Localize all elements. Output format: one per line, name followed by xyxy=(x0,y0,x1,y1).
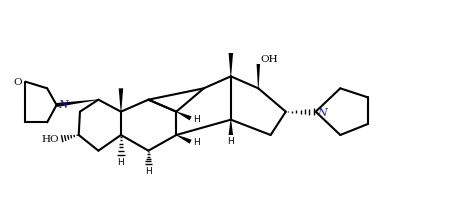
Polygon shape xyxy=(119,89,123,112)
Text: H: H xyxy=(193,137,199,146)
Text: O: O xyxy=(14,78,23,87)
Polygon shape xyxy=(257,65,260,89)
Polygon shape xyxy=(176,135,192,144)
Text: N: N xyxy=(318,107,327,117)
Text: OH: OH xyxy=(260,55,278,64)
Polygon shape xyxy=(56,100,98,108)
Text: H: H xyxy=(193,114,199,123)
Text: H: H xyxy=(118,158,124,166)
Text: H: H xyxy=(145,166,152,175)
Text: N: N xyxy=(59,99,69,109)
Polygon shape xyxy=(229,120,233,135)
Polygon shape xyxy=(229,54,233,77)
Text: HO: HO xyxy=(41,135,59,144)
Text: H: H xyxy=(227,136,234,145)
Polygon shape xyxy=(176,112,192,121)
